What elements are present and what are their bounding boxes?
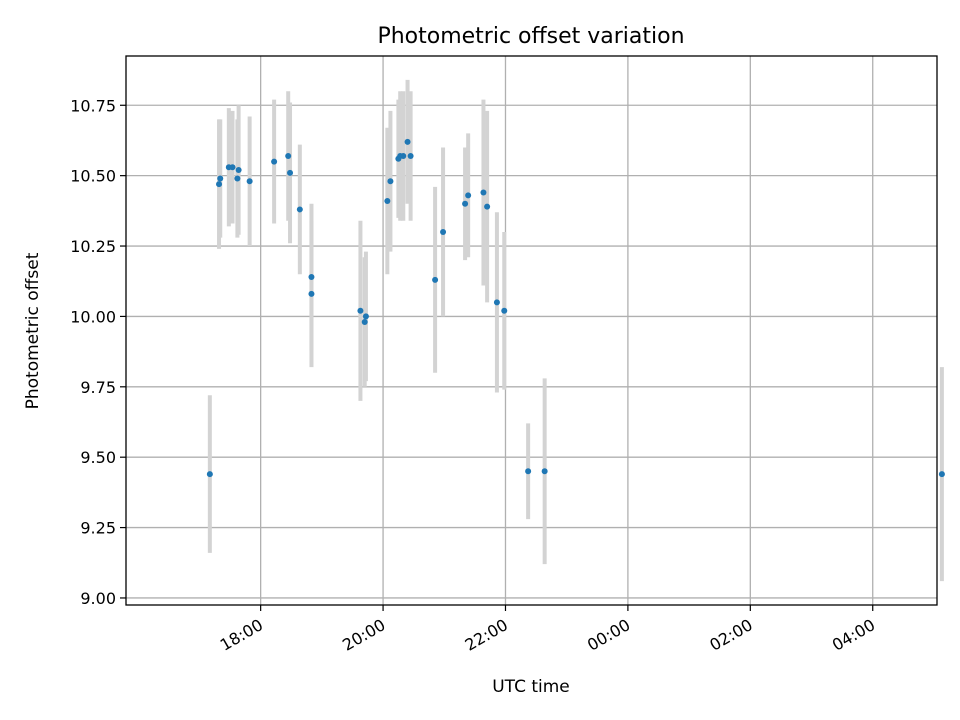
x-tick-label: 04:00 xyxy=(829,615,878,655)
data-point xyxy=(361,319,368,326)
data-point xyxy=(384,197,391,204)
chart-title: Photometric offset variation xyxy=(377,24,684,49)
error-bars xyxy=(207,79,944,582)
data-point xyxy=(357,307,364,314)
data-point xyxy=(287,169,294,176)
plot-frame xyxy=(125,55,938,606)
data-point xyxy=(206,471,213,478)
y-tick-label: 9.75 xyxy=(80,378,116,397)
x-tick-label: 18:00 xyxy=(217,615,266,655)
y-tick-label: 10.25 xyxy=(70,237,116,256)
y-tick-label: 9.00 xyxy=(80,589,116,608)
x-tick-label: 00:00 xyxy=(584,615,633,655)
data-point xyxy=(525,468,532,475)
data-point xyxy=(229,164,236,171)
x-tick-label: 22:00 xyxy=(462,615,511,655)
data-point xyxy=(296,206,303,213)
data-point xyxy=(271,158,278,165)
data-point xyxy=(216,181,223,188)
data-point xyxy=(308,290,315,297)
data-point xyxy=(484,203,491,210)
data-point xyxy=(480,189,487,196)
data-point xyxy=(440,228,447,235)
y-tick-label: 10.00 xyxy=(70,307,116,326)
data-point xyxy=(938,471,945,478)
data-point xyxy=(246,178,253,185)
data-point xyxy=(493,299,500,306)
data-point xyxy=(541,468,548,475)
grid xyxy=(126,56,937,605)
axes-frame xyxy=(125,55,938,606)
x-tick-label: 02:00 xyxy=(706,615,755,655)
data-point xyxy=(285,152,292,159)
data-point xyxy=(407,152,414,159)
ticks: 18:00 20:00 22:00 00:00 02:00 04:00 9.00 9.25 9.… xyxy=(70,96,878,654)
data-point xyxy=(234,175,241,182)
y-tick-label: 10.50 xyxy=(70,167,116,186)
y-tick-label: 9.25 xyxy=(80,519,116,538)
y-tick-label: 9.50 xyxy=(80,448,116,467)
data-point xyxy=(235,167,242,174)
data-points xyxy=(206,138,945,478)
data-point xyxy=(217,175,224,182)
y-tick-label: 10.75 xyxy=(70,96,116,115)
data-point xyxy=(308,274,315,281)
x-axis-label: UTC time xyxy=(492,677,570,697)
data-point xyxy=(387,178,394,185)
data-point xyxy=(404,138,411,145)
data-point xyxy=(432,276,439,283)
data-point xyxy=(462,200,469,207)
data-point xyxy=(465,192,472,199)
data-point xyxy=(362,313,369,320)
y-axis-label: Photometric offset xyxy=(23,252,43,409)
x-tick-label: 20:00 xyxy=(339,615,388,655)
data-point xyxy=(501,307,508,314)
data-point xyxy=(400,152,407,159)
